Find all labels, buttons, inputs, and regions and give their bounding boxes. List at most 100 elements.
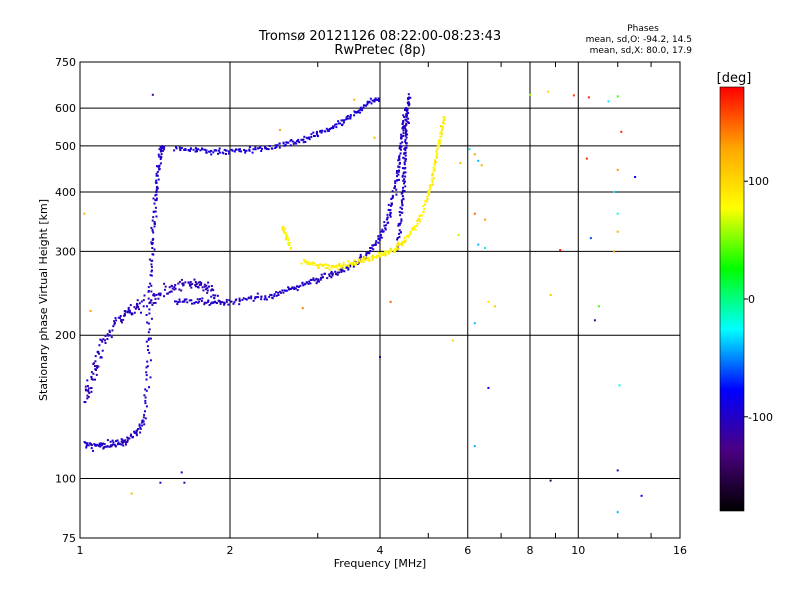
data-point: [396, 170, 398, 172]
data-point: [113, 443, 116, 446]
data-point: [360, 256, 363, 259]
data-point: [312, 131, 315, 134]
data-point: [336, 264, 339, 267]
data-point: [397, 173, 400, 176]
data-point: [404, 140, 407, 143]
data-point: [197, 301, 200, 304]
data-point: [284, 236, 287, 239]
phase-info-heading: Phases: [627, 24, 659, 34]
data-point: [287, 286, 290, 289]
data-point: [146, 305, 148, 308]
data-point: [195, 148, 198, 151]
data-point: [321, 129, 324, 132]
data-point: [215, 149, 218, 152]
data-point: [144, 410, 146, 413]
data-point: [283, 289, 286, 292]
data-point: [273, 295, 276, 298]
data-point: [380, 236, 383, 239]
data-point: [203, 283, 206, 286]
data-point: [203, 285, 206, 288]
data-point: [377, 241, 380, 244]
data-point: [303, 260, 306, 263]
data-point: [349, 116, 352, 118]
data-point: [422, 205, 425, 208]
data-point: [404, 160, 407, 162]
data-point: [432, 169, 435, 172]
data-point: [87, 396, 90, 398]
data-point: [175, 146, 177, 149]
data-point: [293, 286, 296, 289]
data-point: [95, 369, 97, 371]
data-point: [353, 110, 356, 113]
data-point: [121, 439, 124, 442]
data-point: [354, 261, 357, 264]
data-point: [387, 208, 390, 211]
data-point: [194, 147, 197, 149]
axis-ticks: 1 2 4 6 8 10 16 75 100 200 300 400 500 600 750: [55, 56, 687, 557]
data-point: [127, 308, 130, 311]
data-point: [442, 116, 445, 119]
data-point: [203, 303, 206, 306]
data-point: [104, 342, 107, 344]
data-point: [216, 294, 219, 297]
data-point: [275, 294, 278, 297]
data-point: [414, 225, 416, 228]
data-point: [287, 141, 290, 144]
data-point: [372, 255, 374, 258]
data-point: [354, 263, 357, 266]
data-point: [194, 281, 197, 283]
plot-frame: [79, 61, 681, 539]
data-point: [223, 148, 226, 151]
data-point: [163, 282, 166, 285]
data-point: [138, 424, 141, 427]
data-point: [139, 426, 142, 429]
data-point: [139, 431, 142, 434]
data-point: [177, 301, 180, 304]
data-point: [235, 298, 238, 301]
data-point: [328, 275, 331, 277]
data-point: [153, 222, 156, 225]
data-point: [366, 256, 369, 259]
data-point: [88, 392, 91, 394]
data-point: [305, 136, 308, 139]
data-point: [366, 100, 369, 103]
data-point: [195, 301, 198, 304]
data-point: [330, 276, 333, 279]
data-point: [141, 424, 144, 427]
data-point: [431, 181, 434, 184]
data-point: [164, 285, 167, 288]
data-point: [210, 153, 213, 156]
data-point: [616, 230, 619, 233]
data-point: [386, 250, 388, 253]
data-point: [182, 283, 185, 286]
data-point: [87, 387, 90, 390]
x-tick-label: 8: [527, 544, 534, 557]
data-point: [294, 287, 297, 290]
data-point: [377, 251, 380, 254]
data-point: [547, 90, 550, 93]
data-point: [439, 125, 442, 127]
data-point: [325, 127, 328, 130]
data-point: [151, 239, 154, 241]
data-point: [158, 168, 161, 171]
data-point: [433, 163, 436, 165]
data-point: [473, 322, 476, 325]
data-point: [142, 299, 145, 302]
data-point: [404, 180, 406, 183]
data-point: [366, 103, 369, 106]
data-point: [86, 442, 89, 445]
data-point: [405, 122, 408, 125]
data-point: [124, 310, 127, 313]
data-point: [133, 431, 136, 434]
data-point: [405, 113, 408, 116]
data-point: [404, 238, 407, 241]
data-point: [397, 165, 400, 168]
data-point: [109, 440, 112, 443]
data-point: [149, 282, 152, 285]
data-point: [402, 129, 405, 132]
data-point: [130, 492, 133, 495]
data-point: [150, 263, 153, 266]
data-point: [94, 355, 97, 358]
data-point: [97, 351, 99, 354]
y-tick-label: 750: [55, 56, 76, 69]
